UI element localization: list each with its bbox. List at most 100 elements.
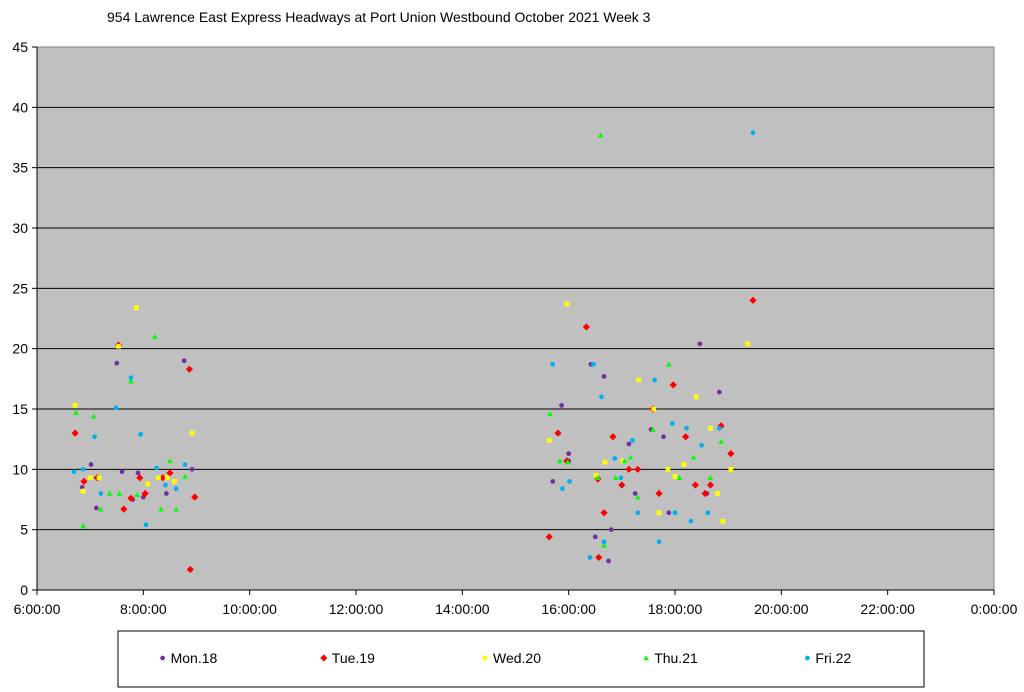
y-tick-label: 5 [20,522,28,538]
data-point [697,341,703,347]
legend-marker [320,654,328,662]
data-point [113,405,119,411]
data-point [626,441,632,447]
data-point [691,481,699,489]
y-tick-label: 30 [12,220,28,236]
data-point [71,469,77,475]
data-point [167,458,173,464]
data-point [72,403,78,408]
data-point [92,434,97,440]
x-tick-label: 12:00:00 [329,601,384,617]
data-point [80,523,86,529]
legend-item-tue-19: Tue.19 [320,650,375,666]
data-point [173,506,179,512]
data-point [545,533,553,541]
legend-marker [643,655,649,661]
data-point [676,474,683,481]
data-point [564,301,570,307]
data-point [191,493,199,501]
data-point [672,474,678,479]
data-point [152,333,158,339]
data-point [716,389,722,395]
data-point [550,361,556,367]
x-tick-label: 8:00:00 [120,601,167,617]
data-point [717,422,725,430]
data-point [601,374,607,379]
data-point [564,459,571,465]
data-point [185,365,194,373]
data-point [699,442,704,448]
data-point [546,437,552,443]
data-point [595,553,603,562]
data-point [166,469,174,477]
series-wed-20 [72,301,751,524]
data-point [656,510,662,516]
x-tick-label: 16:00:00 [541,601,596,617]
y-tick-label: 15 [12,401,28,417]
data-point [706,481,715,489]
data-point [669,381,677,389]
data-point [134,491,140,497]
data-point [171,479,177,484]
data-point [119,469,125,475]
data-point [128,375,134,381]
data-point [567,479,572,484]
data-point [720,518,726,524]
data-point [87,475,93,481]
y-tick-label: 40 [12,99,28,115]
y-tick-label: 10 [12,461,28,477]
x-tick-label: 22:00:00 [860,601,915,617]
data-point [582,323,590,331]
data-point [186,565,194,574]
y-tick-label: 45 [12,39,28,55]
data-point [665,466,671,472]
data-point [600,509,608,517]
gridlines [37,106,994,531]
data-point [127,494,135,502]
data-point [145,481,151,487]
data-point [716,425,722,431]
data-point [98,506,104,512]
data-point [684,425,689,431]
data-point [745,341,751,347]
data-point [690,454,697,460]
data-point [612,474,619,481]
data-point [635,510,641,516]
data-point [156,475,161,481]
data-point [88,462,94,467]
x-tick-label: 6:00:00 [14,601,61,617]
legend-item-wed-20: Wed.20 [482,650,541,666]
data-point [80,488,86,494]
data-point [71,429,79,437]
data-point [116,490,123,496]
data-point [634,494,641,500]
data-point [705,510,711,516]
data-point [693,394,699,400]
data-point [181,358,187,364]
legend-label: Wed.20 [493,650,541,666]
data-point [612,456,618,461]
data-point [701,489,709,498]
data-point [707,474,714,481]
data-point [79,485,85,490]
data-point [708,425,713,431]
data-point [599,394,604,400]
legend-box [117,630,925,688]
x-tick-label: 10:00:00 [222,601,277,617]
data-point [749,296,757,304]
data-point [114,360,120,366]
data-point [164,475,170,481]
data-point [627,454,634,460]
data-point [138,431,144,437]
data-point [602,459,608,465]
x-tick-label: 0:00:00 [971,601,1018,617]
data-point [554,429,562,437]
data-point [608,527,614,533]
data-point [143,522,149,528]
data-point [630,437,635,443]
series-thu-21 [73,132,724,548]
data-point [625,465,633,473]
y-tick-label: 25 [12,280,28,296]
data-point [98,491,104,496]
